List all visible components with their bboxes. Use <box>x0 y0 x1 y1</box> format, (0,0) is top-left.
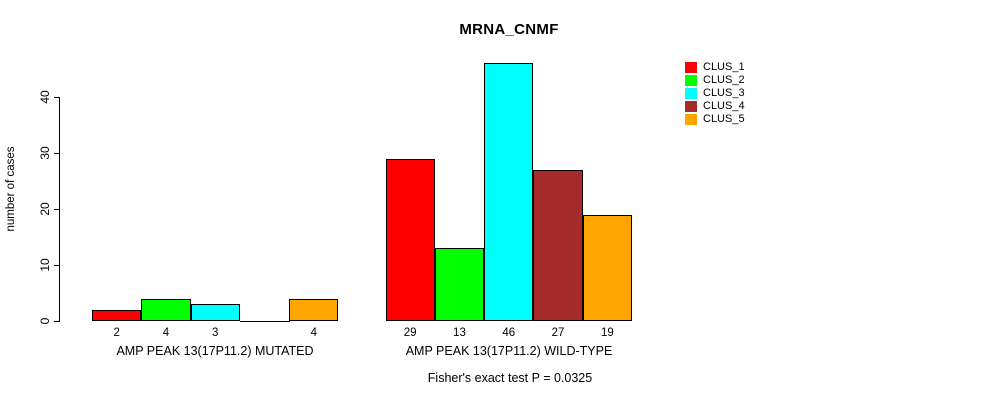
fisher-test-annotation: Fisher's exact test P = 0.0325 <box>427 371 593 385</box>
bar-clus_2-group1 <box>434 248 485 321</box>
legend-label: CLUS_2 <box>703 74 745 86</box>
bar-clus_5-group1 <box>582 214 632 321</box>
bar-value-label: 29 <box>403 327 417 339</box>
bar-value-label: 27 <box>551 327 565 339</box>
bar-value-label: 3 <box>212 327 219 339</box>
legend-item-clus_5: CLUS_5 <box>685 113 745 126</box>
bar-value-label: 19 <box>600 327 614 339</box>
legend-item-clus_2: CLUS_2 <box>685 74 745 87</box>
group-label-mutated: AMP PEAK 13(17P11.2) MUTATED <box>116 344 314 358</box>
bar-clus_2-group0 <box>141 298 191 321</box>
bar-value-label: 46 <box>502 327 516 339</box>
bar-value-label: 4 <box>162 327 170 339</box>
legend-item-clus_4: CLUS_4 <box>685 100 745 113</box>
legend-item-clus_3: CLUS_3 <box>685 87 745 100</box>
bar-value-label: 4 <box>310 327 318 339</box>
legend-label: CLUS_3 <box>703 87 745 99</box>
bar-clus_4-group0-zero <box>239 321 291 322</box>
legend-swatch-icon <box>685 62 697 73</box>
y-axis-line <box>59 97 60 322</box>
y-axis-tick <box>54 265 59 266</box>
bar-clus_1-group0 <box>92 309 142 321</box>
legend-label: CLUS_5 <box>703 113 745 125</box>
bar-value-label: 2 <box>113 327 120 339</box>
y-tick-label: 10 <box>38 258 52 272</box>
legend-swatch-icon <box>685 75 697 86</box>
group-label-wild-type: AMP PEAK 13(17P11.2) WILD-TYPE <box>405 344 613 358</box>
y-tick-label: 40 <box>38 90 52 104</box>
chart-title: MRNA_CNMF <box>459 21 559 38</box>
legend-label: CLUS_1 <box>703 61 745 73</box>
legend-swatch-icon <box>685 88 697 99</box>
bar-clus_1-group1 <box>385 158 435 321</box>
y-axis-tick <box>54 321 59 322</box>
y-tick-label: 20 <box>38 202 52 216</box>
legend-swatch-icon <box>685 114 697 125</box>
bar-value-label: 13 <box>453 327 466 339</box>
legend-item-clus_1: CLUS_1 <box>685 61 745 74</box>
legend-swatch-icon <box>685 101 697 112</box>
y-tick-label: 0 <box>38 317 52 325</box>
y-axis-tick <box>54 97 59 98</box>
bar-clus_3-group1 <box>484 63 534 321</box>
bar-clus_4-group1 <box>533 169 583 321</box>
y-axis-title: number of cases <box>5 146 17 232</box>
legend-label: CLUS_4 <box>703 100 745 112</box>
y-axis-tick <box>54 209 59 210</box>
y-tick-label: 30 <box>38 146 52 160</box>
bar-clus_3-group0 <box>190 304 240 321</box>
y-axis-tick <box>54 153 59 154</box>
bar-clus_5-group0 <box>289 298 339 321</box>
legend: CLUS_1 CLUS_2 CLUS_3 CLUS_4 CLUS_5 <box>685 61 745 126</box>
